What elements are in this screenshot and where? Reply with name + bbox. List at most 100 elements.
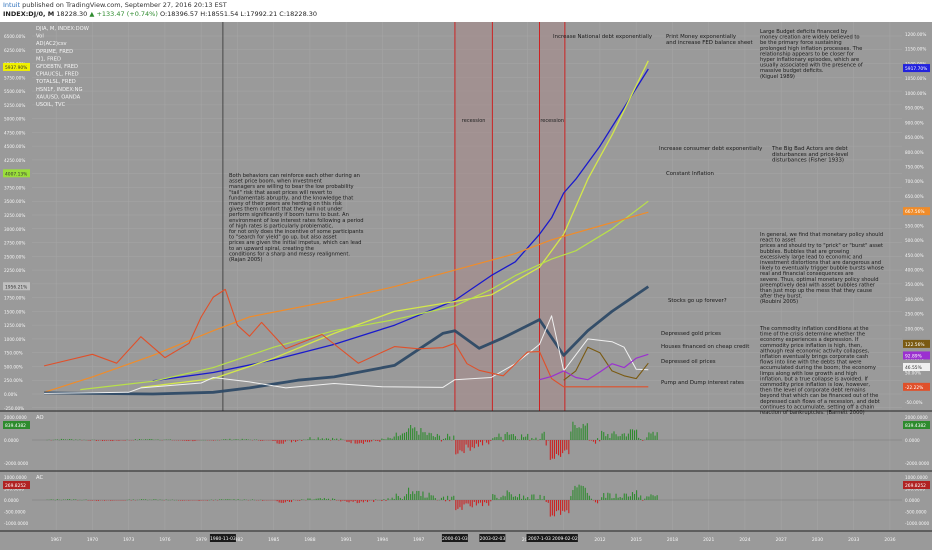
histogram-bar [588,440,590,441]
right-value-badge-text: 46.55% [905,365,922,371]
histogram-bar [471,500,473,508]
histogram-bar [629,496,631,500]
histogram-bar [358,440,360,444]
histogram-bar [564,500,566,512]
histogram-bar [527,433,529,440]
histogram-bar [198,500,200,501]
histogram-bar [110,500,112,501]
histogram-bar [438,435,440,440]
histogram-bar [340,500,342,502]
histogram-bar [145,499,147,500]
right-value-badge [903,207,930,216]
histogram-bar [486,500,488,504]
histogram-bar [590,498,592,500]
time-highlight-badge [551,534,578,542]
histogram-bar [471,440,473,448]
histogram-bar [387,498,389,500]
right-value-badge-text: 667.56% [905,209,925,215]
ac-pane[interactable]: AC1000.00001000.0000500.0000500.00000.00… [0,470,932,526]
time-highlight-badge [526,534,553,542]
histogram-bar [449,436,451,440]
pane-tick-left: -2000.0000 [4,461,28,466]
histogram-bar [321,499,323,500]
histogram-bar [629,429,631,440]
left-value-badge-text: 4007.13% [5,171,27,177]
histogram-bar [332,437,334,440]
publisher-name[interactable]: Intuit [3,1,21,9]
histogram-bar [560,500,562,515]
histogram-bar [223,439,225,440]
histogram-bar [631,429,634,440]
histogram-bar [426,435,428,440]
histogram-bar [652,431,654,440]
histogram-bar [486,440,488,443]
histogram-bar [424,497,426,500]
histogram-bar [241,438,243,440]
left-value-badge-text: 1956.21% [5,284,27,290]
histogram-bar [514,436,516,440]
histogram-bar [140,439,143,440]
time-tick-label: 2030 [812,537,823,543]
symbol-name[interactable]: INDEX:DJ/0, M [3,10,55,18]
histogram-bar [405,431,408,440]
pane-tick-left: 0.0000 [4,498,19,503]
left-tick-label: 750.00% [4,351,23,356]
histogram-bar [348,440,350,442]
histogram-bar [539,438,541,440]
histogram-bar [453,435,455,440]
histogram-bar [578,484,580,500]
legend-entry: CPIAUCSL, FRED [36,72,79,78]
histogram-bar [555,500,558,512]
right-tick-label: 500.00% [905,238,924,243]
histogram-bar [75,439,77,440]
histogram-bar [73,499,75,500]
pane-tick-left: 0.0000 [4,438,19,443]
histogram-bar [430,495,432,500]
histogram-bar [399,435,401,440]
histogram-bar [467,500,469,504]
right-tick-label: 250.00% [905,312,924,317]
ao-pane[interactable]: AO 2000.0000 2000.0000 0.0000 0.0000 -2000.00… [0,410,932,466]
time-axis[interactable]: 1967 1970 1973 1976 1979 1982 1985 1988 1991 1994… [0,530,932,550]
right-tick-label: 50.00% [905,371,921,376]
histogram-bar [514,496,516,500]
histogram-bar [301,499,303,500]
histogram-bar [430,433,432,440]
pane-tick-right: 2000.0000 [905,415,928,420]
left-value-badge [3,62,30,71]
pane-tick-left: -500.0000 [4,510,26,515]
histogram-bar [290,500,293,503]
right-tick-label: 800.00% [905,150,924,155]
left-tick-label: 4750.00% [4,130,25,135]
time-tick-label: 2024 [739,537,750,543]
histogram-bar [607,492,609,500]
pane-right-badge-text: 839.4382 [905,423,926,429]
time-highlight-label: 2000-01-03 [442,536,468,542]
histogram-bar [282,500,284,503]
histogram-bar [118,440,120,441]
histogram-bar [272,440,274,441]
histogram-bar [551,440,553,459]
left-value-badge [3,169,30,178]
histogram-bar [356,500,358,504]
histogram-bar [547,500,549,503]
histogram-bar [418,490,420,500]
histogram-bar [568,440,570,455]
histogram-bar [599,440,601,442]
series-line-debt [140,60,649,389]
legend-entry: DJIA, M, INDEX:DOW [36,26,89,32]
histogram-bar [364,500,366,501]
histogram-bar [227,499,229,500]
time-tick-label: 1988 [304,537,315,543]
histogram-bar [106,440,108,441]
histogram-bar [260,440,262,441]
histogram-bar [424,432,426,440]
histogram-bar [580,485,582,500]
right-value-badge-text: 92.89% [905,353,922,359]
left-tick-label: 1000.00% [4,337,25,342]
histogram-bar [481,440,484,446]
histogram-bar [562,500,564,511]
annotation-depressed-gold: Depressed gold prices [661,331,721,337]
histogram-bar [461,500,463,510]
